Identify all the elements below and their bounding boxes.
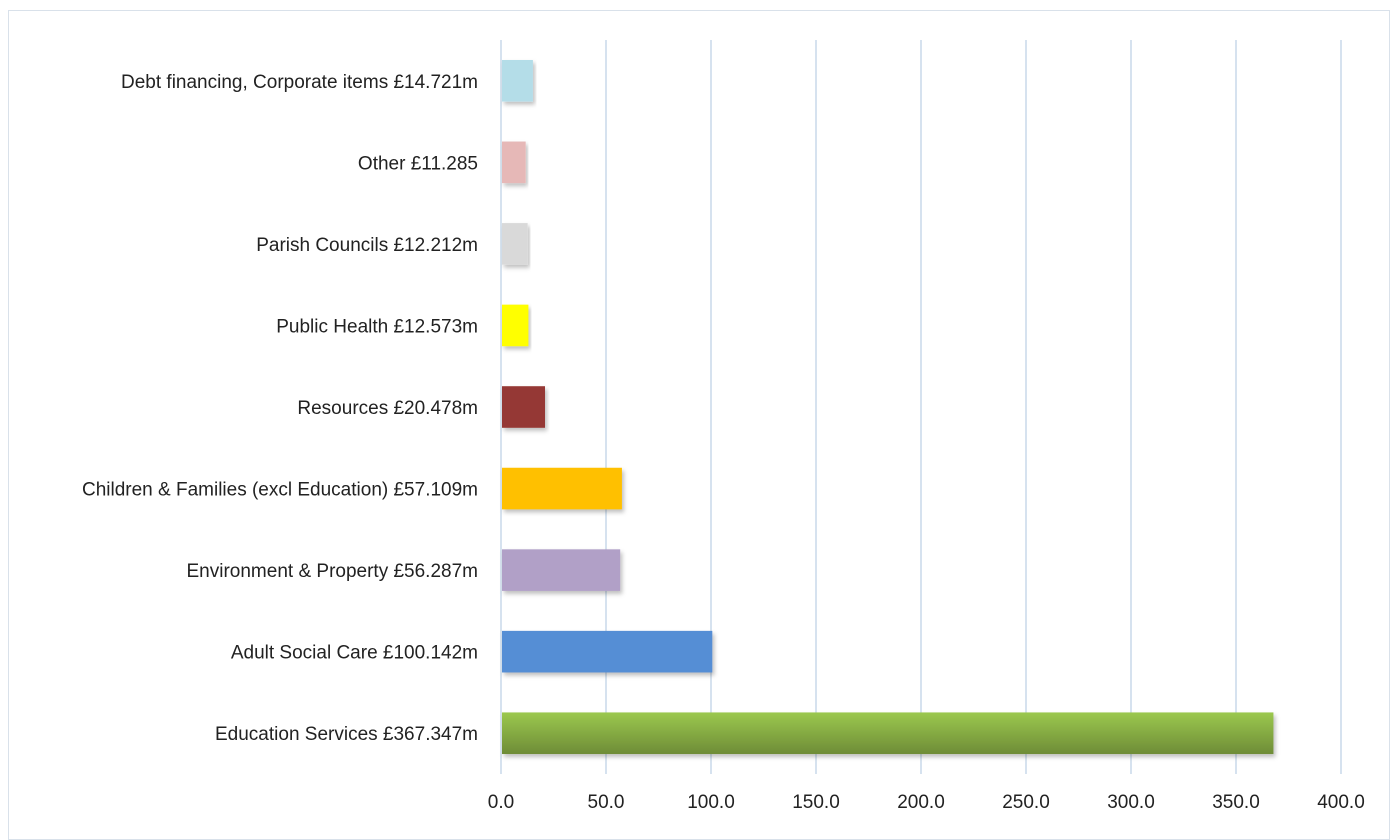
category-label: Other £11.285 [358, 153, 478, 174]
category-label: Debt financing, Corporate items £14.721m [121, 72, 478, 93]
category-label: Children & Families (excl Education) £57… [82, 480, 478, 501]
x-tick-label: 400.0 [1317, 792, 1365, 813]
category-label: Adult Social Care £100.142m [231, 643, 478, 664]
category-label: Education Services £367.347m [215, 724, 478, 745]
bar [502, 141, 526, 184]
bar [502, 223, 528, 265]
gridlines [500, 40, 1342, 774]
x-tick-label: 0.0 [488, 792, 514, 813]
bar [502, 304, 529, 347]
x-tick-label: 100.0 [687, 792, 735, 813]
chart-frame [8, 10, 1390, 840]
bar [502, 386, 546, 428]
category-label: Resources £20.478m [297, 398, 478, 419]
x-tick-label: 250.0 [1002, 792, 1050, 813]
category-label: Environment & Property £56.287m [187, 561, 479, 582]
x-tick-label: 300.0 [1107, 792, 1155, 813]
bars [502, 59, 1274, 755]
bar [502, 549, 621, 591]
category-label: Parish Councils £12.212m [256, 235, 478, 256]
x-tick-label: 150.0 [792, 792, 840, 813]
bar [502, 59, 533, 102]
bar [502, 630, 713, 673]
category-label: Public Health £12.573m [276, 316, 478, 337]
x-tick-labels: 0.0 50.0 100.0 150.0 200.0 250.0 300.0 350.0 400… [488, 792, 1365, 813]
x-tick-label: 200.0 [897, 792, 945, 813]
x-tick-label: 350.0 [1212, 792, 1260, 813]
bar [502, 712, 1274, 755]
x-tick-label: 50.0 [588, 792, 625, 813]
category-labels: Debt financing, Corporate items £14.721m… [82, 72, 478, 745]
bar [502, 467, 622, 510]
